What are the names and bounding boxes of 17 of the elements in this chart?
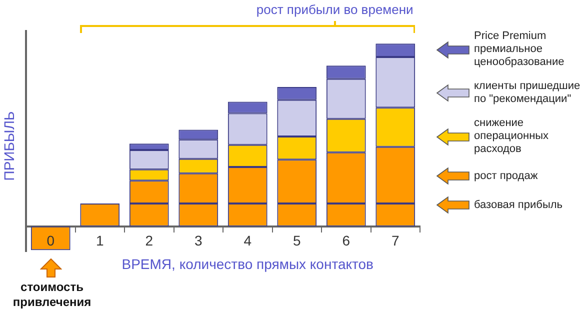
y-axis-title: ПРИБЫЛЬ [1,110,17,183]
x-tick-label: 1 [96,232,104,249]
annotation: стоимость привлечения [12,280,92,310]
legend-label: клиенты пришедшие по "рекомендации" [474,80,582,106]
x-tick-label: 5 [292,232,301,249]
legend-label: Price Premium премиальное ценообразование [474,30,566,69]
text: рост прибыли во времени [256,2,414,17]
legend-label: базовая прибыль [474,198,564,212]
legend-label: снижение операционных расходов [474,117,550,156]
x-tick-label: 6 [342,232,350,249]
x-tick-label: 4 [244,232,252,249]
x-tick-label: 0 [46,232,55,249]
legend-label: рост продаж [474,170,539,182]
x-tick-label: 2 [145,232,154,249]
x-tick-label: 3 [194,232,202,249]
x-tick-label: 7 [391,232,400,249]
x-axis-title: ВРЕМЯ, количество прямых контактов [122,256,374,272]
